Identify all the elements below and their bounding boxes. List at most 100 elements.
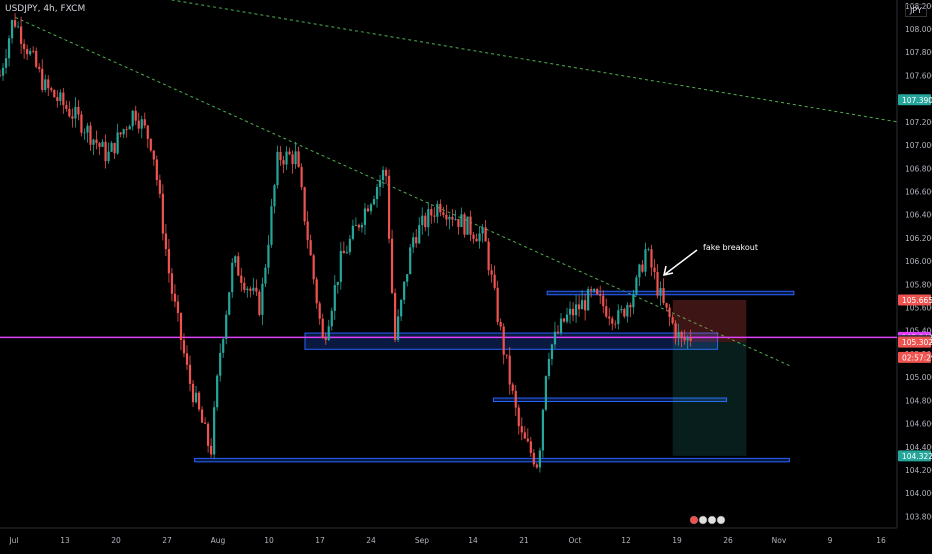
candle-body [176,301,180,313]
y-tick-label: 106.400 [905,211,932,220]
x-tick-label: 13 [60,536,70,545]
candle-body [427,209,430,228]
candle-body [134,110,137,121]
candle-body [210,445,213,455]
candle-body [605,306,608,317]
candle-body [237,256,240,276]
x-tick-label: Jul [8,536,18,545]
candle-body [324,337,327,341]
upper-trendline [169,0,898,123]
candle-body [529,441,532,453]
candle-body [538,450,541,468]
y-tick-label: 107.800 [905,48,932,57]
candle-body [689,337,692,341]
candle-body [587,289,590,311]
candle-body [357,224,361,228]
y-tick-label: 104.400 [905,443,932,452]
candle-body [161,193,164,234]
candle-body [430,209,433,216]
candle-body [182,340,186,354]
candle-body [375,186,379,200]
candle-body [577,304,581,310]
candle-body [514,390,517,408]
candle-body [315,279,318,304]
candle-body [475,238,478,242]
candle-body [140,119,143,129]
candle-body [445,214,448,220]
candle-body [146,125,149,139]
candle-body [454,218,457,220]
y-tick-label: 105.600 [905,304,932,313]
candle-body [448,216,451,220]
candle-body [104,141,107,162]
candle-body [26,49,29,55]
candle-body [629,304,632,308]
candle-body [249,288,252,291]
currency-badge[interactable]: JPY [905,4,927,17]
candle-body [686,337,689,341]
candle-body [95,139,98,144]
candle-body [306,221,309,241]
candle-body [487,241,490,271]
candle-body [294,151,297,165]
candle-body [565,314,569,322]
candle-body [333,285,336,311]
zone-104-3 [194,457,790,463]
candle-body [650,249,653,268]
candle-body [602,295,605,307]
candle-body [264,267,267,284]
candle-body [457,218,460,228]
candle-body [406,274,409,282]
candle-body [128,126,131,130]
symbol-label: USDJPY, 4h, FXCM [5,4,86,14]
price-label: 105.302 [902,338,932,347]
candle-body [83,132,86,134]
candle-body [300,166,303,188]
candle-body [80,114,83,133]
candle-body [409,247,412,275]
x-tick-label: 14 [468,536,478,545]
candle-body [47,79,50,89]
candle-body [258,291,261,315]
candle-body [119,132,122,135]
price-label: 107.390 [902,96,932,105]
x-tick-label: 27 [162,536,172,545]
candle-body [677,331,680,338]
y-tick-label: 108.000 [905,25,932,34]
candle-body [632,294,635,308]
candle-body [246,288,249,291]
candle-body [535,464,538,468]
y-tick-label: 103.800 [905,512,932,521]
candle-body [59,92,62,101]
y-tick-label: 104.800 [905,396,932,405]
candle-body [590,289,593,291]
candle-body [68,108,71,117]
x-tick-label: 26 [723,536,733,545]
candle-body [553,331,557,345]
candle-body [285,151,288,165]
candle-body [152,150,155,160]
candle-body [243,282,246,291]
candle-body [505,354,508,356]
candle-body [496,287,499,322]
candle-body [98,143,101,147]
candle-body [574,304,578,316]
zone-105-7 [546,290,795,296]
candle-body [662,288,665,304]
candle-body [336,281,339,286]
candle-body [671,317,674,324]
candle-body [617,310,620,324]
candle-body [442,212,445,215]
candle-body [143,119,146,126]
candle-body [653,267,656,272]
candle-body [327,326,330,341]
candle-body [225,314,228,339]
candle-body [526,438,529,442]
candle-body [547,358,551,377]
candle-body [62,92,65,106]
candle-body [86,125,89,133]
candle-body [541,409,545,451]
zone-105-3 [304,332,719,350]
